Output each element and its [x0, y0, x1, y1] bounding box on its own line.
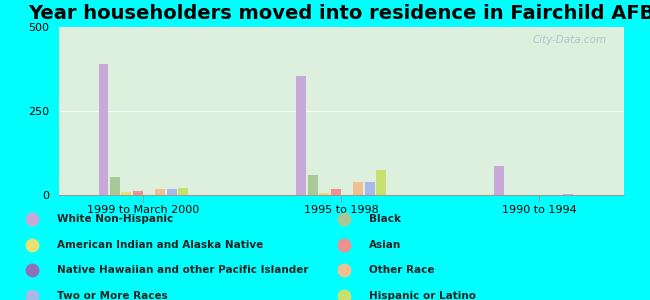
Bar	[495, 167, 504, 195]
Text: Native Hawaiian and other Pacific Islander: Native Hawaiian and other Pacific Island…	[57, 265, 308, 275]
Bar	[155, 189, 165, 195]
Point	[490, 212, 501, 217]
Bar	[308, 175, 318, 195]
Bar	[122, 192, 131, 195]
Title: Year householders moved into residence in Fairchild AFB: Year householders moved into residence i…	[28, 4, 650, 23]
Text: Asian: Asian	[369, 240, 401, 250]
Bar	[319, 193, 329, 195]
Bar	[354, 182, 363, 195]
Bar	[331, 189, 341, 195]
Bar	[110, 176, 120, 195]
Text: City-Data.com: City-Data.com	[533, 35, 607, 45]
Bar	[563, 194, 573, 195]
Bar	[178, 188, 188, 195]
Bar	[365, 182, 374, 195]
Text: Two or More Races: Two or More Races	[57, 291, 168, 300]
Bar	[296, 76, 306, 195]
Bar	[376, 170, 386, 195]
Bar	[99, 64, 109, 195]
Bar	[133, 191, 142, 195]
Bar	[167, 189, 177, 195]
Text: Black: Black	[369, 214, 400, 224]
Text: Hispanic or Latino: Hispanic or Latino	[369, 291, 476, 300]
Text: Other Race: Other Race	[369, 265, 434, 275]
Text: American Indian and Alaska Native: American Indian and Alaska Native	[57, 240, 263, 250]
Text: White Non-Hispanic: White Non-Hispanic	[57, 214, 173, 224]
